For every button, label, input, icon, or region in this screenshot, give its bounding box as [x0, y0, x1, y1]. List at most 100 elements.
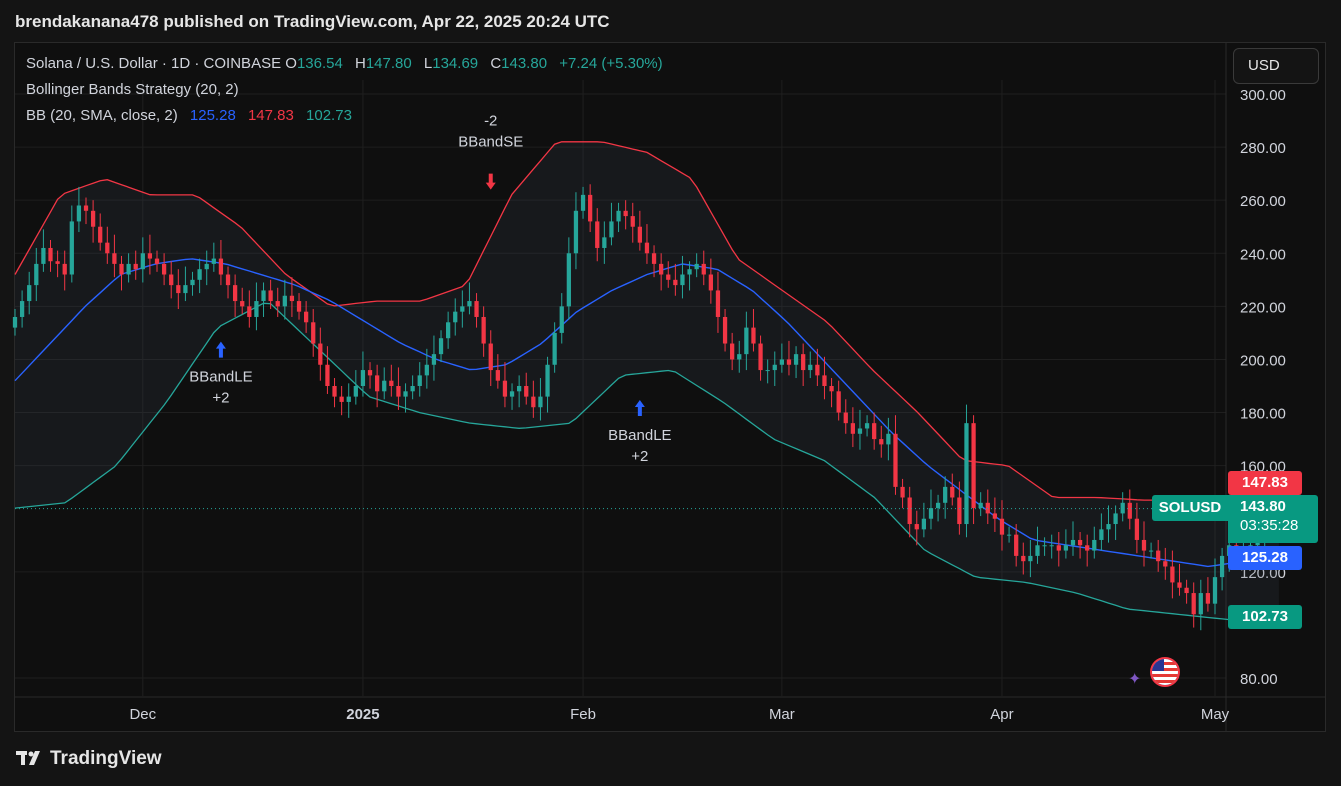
- sparkle-icon[interactable]: ✦: [1128, 671, 1142, 688]
- candle-body: [524, 386, 529, 397]
- bb-upper-value: 147.83: [247, 107, 294, 124]
- y-tick-label: 80.00: [1240, 671, 1278, 688]
- candle-body: [375, 375, 380, 392]
- candle-body: [715, 290, 721, 317]
- candle-body: [1170, 566, 1175, 583]
- candle-body: [1212, 577, 1218, 604]
- candle-body: [943, 486, 948, 503]
- us-flag-icon[interactable]: [1150, 657, 1180, 687]
- candle-body: [602, 237, 607, 248]
- upper-band-line: [14, 141, 1279, 501]
- candle-body: [751, 327, 756, 344]
- candle-body: [19, 301, 25, 317]
- candle-body: [460, 306, 465, 312]
- candle-body: [666, 274, 671, 280]
- candle-body: [240, 301, 245, 307]
- strategy-name[interactable]: Bollinger Bands Strategy (20, 2): [26, 81, 239, 98]
- candle-body: [225, 274, 231, 286]
- x-tick-label: Apr: [990, 706, 1013, 723]
- candle-body: [332, 386, 337, 397]
- candle-body: [545, 364, 550, 397]
- candle-body: [843, 412, 848, 424]
- bollinger-fill: [15, 141, 1279, 620]
- candle-body: [595, 221, 600, 248]
- open-value: 136.54: [296, 55, 343, 72]
- candle-body: [154, 258, 160, 264]
- candle-body: [431, 354, 437, 365]
- symbol-legend[interactable]: Solana / U.S. Dollar · 1D · COINBASE O13…: [26, 55, 663, 72]
- candle-body: [616, 210, 621, 222]
- candle-body: [382, 380, 387, 392]
- y-tick-label: 260.00: [1240, 193, 1286, 210]
- signal-qty: +2: [631, 448, 648, 465]
- candle-body: [1056, 545, 1061, 551]
- candle-body: [467, 301, 472, 307]
- long-entry-arrow-icon: [634, 400, 645, 416]
- candle-body: [76, 205, 82, 222]
- strategy-legend[interactable]: Bollinger Bands Strategy (20, 2): [26, 81, 239, 98]
- bb-legend[interactable]: BB (20, SMA, close, 2) 125.28 147.83 102…: [26, 107, 352, 124]
- candle-body: [531, 396, 536, 408]
- candle-body: [722, 316, 728, 344]
- candle-body: [268, 290, 273, 302]
- candle-body: [999, 518, 1005, 535]
- bb-basis-value: 125.28: [189, 107, 236, 124]
- x-tick-label: Feb: [570, 706, 596, 723]
- candle-body: [772, 364, 777, 371]
- candle-body: [815, 364, 820, 376]
- candle-body: [197, 269, 202, 280]
- candle-body: [325, 364, 330, 386]
- chart-pane[interactable]: [14, 42, 1326, 732]
- candle-body: [1127, 502, 1132, 519]
- candle-body: [112, 253, 117, 264]
- candle-body: [1177, 582, 1182, 588]
- candle-body: [950, 486, 955, 498]
- candle-body: [1163, 561, 1168, 567]
- candle-body: [850, 423, 855, 434]
- candle-body: [410, 386, 415, 392]
- candle-body: [566, 253, 571, 307]
- candle-body: [552, 332, 557, 365]
- candle-body: [488, 343, 493, 371]
- low-value: 134.69: [432, 55, 479, 72]
- candle-body: [765, 370, 770, 372]
- candle-body: [573, 210, 579, 254]
- candle-body: [417, 375, 422, 386]
- candle-body: [914, 524, 919, 530]
- candle-body: [403, 391, 408, 397]
- signal-label: BBandLE: [608, 427, 671, 444]
- candle-body: [275, 301, 280, 307]
- candle-body: [282, 295, 287, 307]
- candle-body: [900, 486, 905, 498]
- candle-body: [857, 428, 863, 434]
- candle-body: [424, 364, 429, 376]
- candle-body: [1021, 555, 1026, 562]
- bb-name[interactable]: BB (20, SMA, close, 2): [26, 107, 178, 124]
- candle-body: [928, 508, 934, 519]
- symbol-title[interactable]: Solana / U.S. Dollar · 1D · COINBASE: [26, 55, 282, 72]
- candle-body: [90, 210, 96, 227]
- candle-body: [126, 263, 131, 275]
- candle-body: [453, 311, 458, 323]
- candle-body: [12, 316, 18, 328]
- currency-button[interactable]: USD: [1233, 48, 1319, 84]
- symbol-price-tag: SOLUSD: [1152, 495, 1228, 521]
- candle-body: [907, 497, 912, 525]
- candle-body: [140, 253, 145, 270]
- candle-body: [481, 316, 486, 344]
- lower-band-line: [14, 302, 1279, 621]
- candle-body: [289, 295, 295, 302]
- candle-body: [580, 194, 586, 211]
- candle-body: [1035, 545, 1040, 556]
- candle-body: [1028, 555, 1033, 562]
- candle-body: [1191, 593, 1196, 615]
- candle-body: [687, 269, 692, 275]
- candle-body: [1049, 545, 1054, 547]
- tradingview-logo[interactable]: TradingView: [16, 748, 162, 770]
- candle-body: [48, 247, 53, 262]
- candle-body: [680, 274, 685, 286]
- candle-body: [353, 386, 358, 397]
- x-tick-label: Mar: [769, 706, 795, 723]
- open-label: O: [285, 55, 297, 72]
